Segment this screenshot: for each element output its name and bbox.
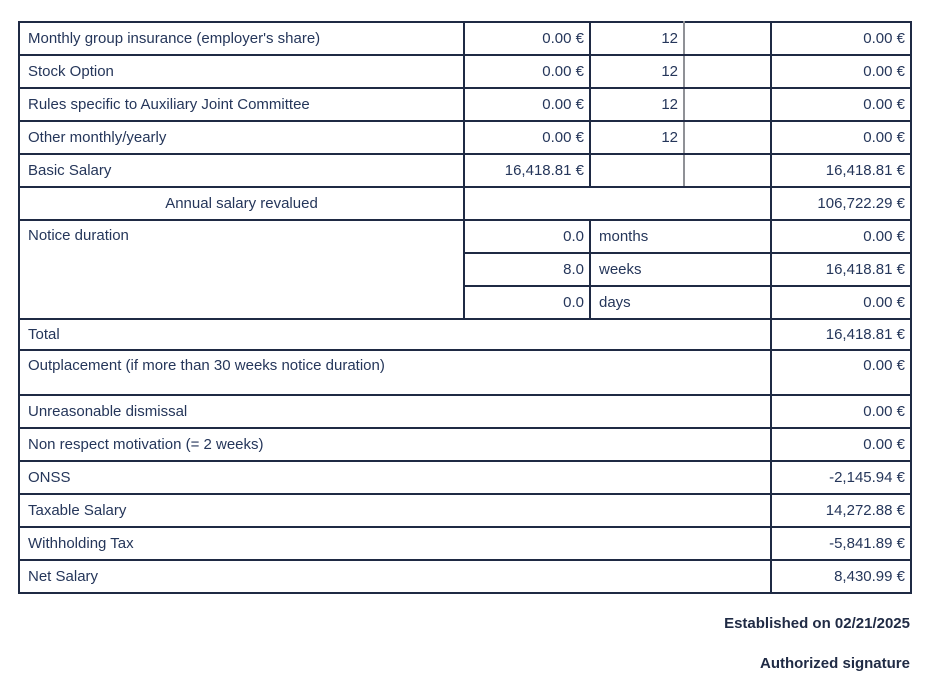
- annual-revalued-label: Annual salary revalued: [18, 186, 465, 221]
- row-label: Rules specific to Auxiliary Joint Commit…: [18, 87, 465, 122]
- authorized-signature: Authorized signature: [759, 655, 910, 672]
- row-total-cell: 0.00 €: [770, 349, 912, 396]
- row-label: Withholding Tax: [18, 526, 772, 561]
- row-total-cell: 0.00 €: [770, 120, 912, 155]
- row-total-cell: 14,272.88 €: [770, 493, 912, 528]
- table-row-notice: Notice duration 0.0 months 0.00 €: [18, 219, 912, 320]
- row-label: Basic Salary: [18, 153, 465, 188]
- spacer-cell: [683, 87, 772, 122]
- months-count-cell: [589, 153, 685, 188]
- row-label: Total: [18, 318, 772, 351]
- row-total-cell: -5,841.89 €: [770, 526, 912, 561]
- row-label: Net Salary: [18, 559, 772, 594]
- notice-value-cell: 0.0: [463, 219, 591, 254]
- row-total-cell: 16,418.81 €: [770, 252, 912, 287]
- table-row-total: Total 16,418.81 €: [18, 318, 912, 351]
- monthly-amount-cell: 0.00 €: [463, 21, 591, 56]
- months-count-cell: 12: [589, 54, 685, 89]
- document-footer: Established on 02/21/2025 Authorized sig…: [18, 615, 910, 673]
- table-row: ONSS -2,145.94 €: [18, 460, 912, 495]
- row-total-cell: 0.00 €: [770, 219, 912, 254]
- table-row: Monthly group insurance (employer's shar…: [18, 21, 912, 56]
- row-label: Non respect motivation (= 2 weeks): [18, 427, 772, 462]
- spacer-cell: [683, 54, 772, 89]
- notice-unit-cell: months: [589, 219, 772, 254]
- row-total-cell: -2,145.94 €: [770, 460, 912, 495]
- row-total-cell: 16,418.81 €: [770, 153, 912, 188]
- spacer-cell: [463, 186, 772, 221]
- row-label: ONSS: [18, 460, 772, 495]
- row-total-cell: 16,418.81 €: [770, 318, 912, 351]
- notice-duration-label: Notice duration: [18, 219, 465, 320]
- spacer-cell: [683, 153, 772, 188]
- table-row: Non respect motivation (= 2 weeks) 0.00 …: [18, 427, 912, 462]
- row-label: Taxable Salary: [18, 493, 772, 528]
- established-date: Established on 02/21/2025: [724, 615, 910, 632]
- table-row: Other monthly/yearly 0.00 € 12 0.00 €: [18, 120, 912, 155]
- salary-calculation-table: Monthly group insurance (employer's shar…: [18, 21, 912, 594]
- row-label: Unreasonable dismissal: [18, 394, 772, 429]
- table-row-outplacement: Outplacement (if more than 30 weeks noti…: [18, 349, 912, 396]
- row-total-cell: 0.00 €: [770, 54, 912, 89]
- row-label: Other monthly/yearly: [18, 120, 465, 155]
- row-total-cell: 0.00 €: [770, 394, 912, 429]
- row-total-cell: 0.00 €: [770, 21, 912, 56]
- table-row: Withholding Tax -5,841.89 €: [18, 526, 912, 561]
- notice-unit-cell: days: [589, 285, 772, 320]
- table-row: Unreasonable dismissal 0.00 €: [18, 394, 912, 429]
- notice-value-cell: 8.0: [463, 252, 591, 287]
- row-label: Outplacement (if more than 30 weeks noti…: [18, 349, 772, 396]
- monthly-amount-cell: 0.00 €: [463, 87, 591, 122]
- notice-unit-cell: weeks: [589, 252, 772, 287]
- row-label: Stock Option: [18, 54, 465, 89]
- row-total-cell: 0.00 €: [770, 427, 912, 462]
- notice-value-cell: 0.0: [463, 285, 591, 320]
- table-row: Net Salary 8,430.99 €: [18, 559, 912, 594]
- spacer-cell: [683, 120, 772, 155]
- months-count-cell: 12: [589, 21, 685, 56]
- spacer-cell: [683, 21, 772, 56]
- table-row: Rules specific to Auxiliary Joint Commit…: [18, 87, 912, 122]
- table-row: Taxable Salary 14,272.88 €: [18, 493, 912, 528]
- monthly-amount-cell: 0.00 €: [463, 120, 591, 155]
- monthly-amount-cell: 0.00 €: [463, 54, 591, 89]
- row-total-cell: 0.00 €: [770, 285, 912, 320]
- table-row: Stock Option 0.00 € 12 0.00 €: [18, 54, 912, 89]
- row-total-cell: 0.00 €: [770, 87, 912, 122]
- table-row-notice: 0.0 days 0.00 €: [19, 285, 912, 320]
- row-total-cell: 8,430.99 €: [770, 559, 912, 594]
- table-row-notice: 8.0 weeks 16,418.81 €: [19, 252, 912, 287]
- row-label: Monthly group insurance (employer's shar…: [18, 21, 465, 56]
- months-count-cell: 12: [589, 87, 685, 122]
- months-count-cell: 12: [589, 120, 685, 155]
- monthly-amount-cell: 16,418.81 €: [463, 153, 591, 188]
- table-row: Basic Salary 16,418.81 € 16,418.81 €: [18, 153, 912, 188]
- annual-revalued-total-cell: 106,722.29 €: [770, 186, 912, 221]
- table-row-annual-revalued: Annual salary revalued 106,722.29 €: [18, 186, 912, 221]
- salary-calculation-sheet: Monthly group insurance (employer's shar…: [18, 21, 912, 673]
